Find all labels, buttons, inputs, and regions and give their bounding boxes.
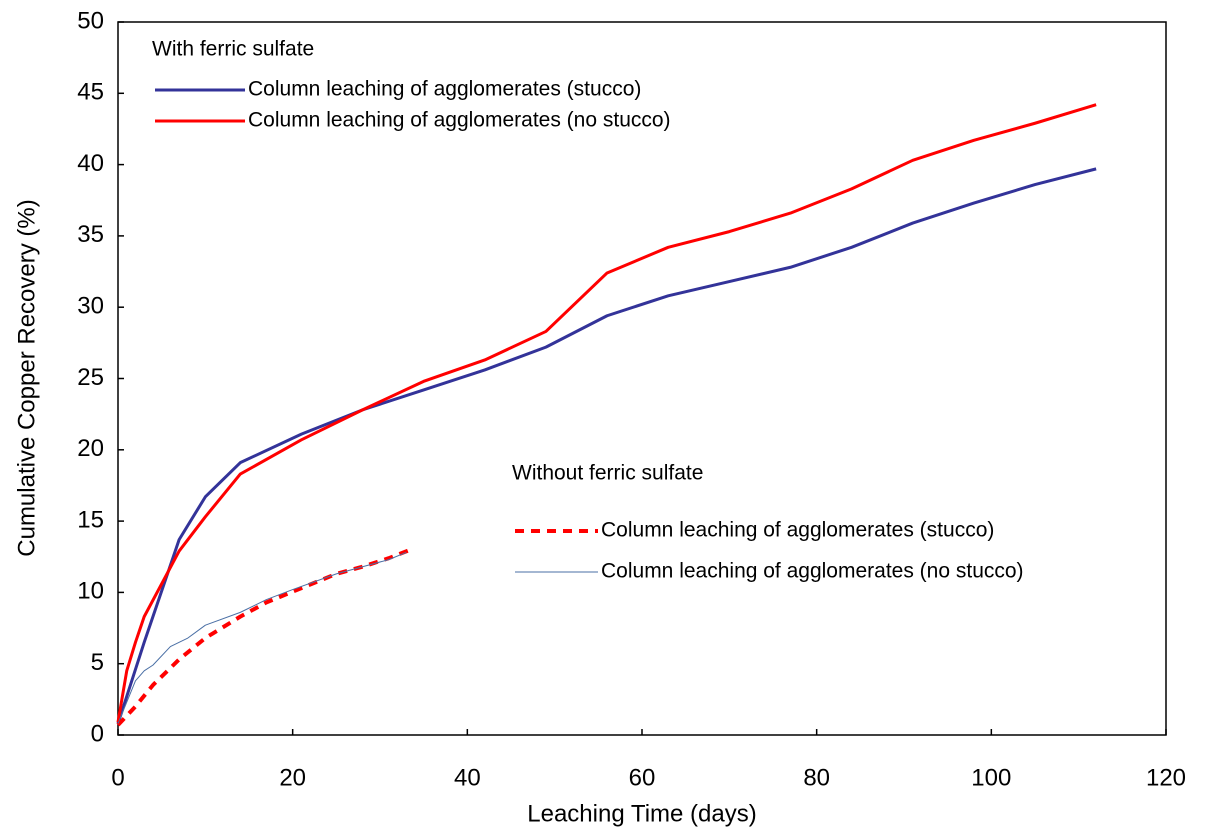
x-tick-label: 60 — [629, 764, 656, 791]
y-tick-label: 5 — [91, 649, 104, 676]
x-axis-label: Leaching Time (days) — [527, 800, 756, 827]
y-tick-label: 45 — [77, 79, 104, 106]
x-tick-label: 120 — [1146, 764, 1186, 791]
y-tick-label: 0 — [91, 720, 104, 747]
series-line — [116, 103, 1097, 723]
x-tick-label: 80 — [803, 764, 830, 791]
x-tick-label: 20 — [279, 764, 306, 791]
legend-label: Column leaching of agglomerates (stucco) — [601, 519, 994, 542]
legend-label: Column leaching of agglomerates (no stuc… — [601, 560, 1024, 583]
series-line — [116, 167, 1097, 725]
x-tick-label: 0 — [111, 764, 124, 791]
y-tick-label: 30 — [77, 293, 104, 320]
y-tick-label: 20 — [77, 435, 104, 462]
y-tick-label: 50 — [77, 7, 104, 34]
y-tick-label: 40 — [77, 150, 104, 177]
legend-title: Without ferric sulfate — [512, 462, 703, 485]
series-line — [116, 547, 412, 727]
y-tick-label: 15 — [77, 506, 104, 533]
y-tick-label: 10 — [77, 578, 104, 605]
y-axis-label: Cumulative Copper Recovery (%) — [13, 199, 40, 556]
y-tick-label: 35 — [77, 221, 104, 248]
x-tick-label: 40 — [454, 764, 481, 791]
legend-label: Column leaching of agglomerates (stucco) — [248, 78, 641, 101]
y-tick-label: 25 — [77, 364, 104, 391]
legend-label: Column leaching of agglomerates (no stuc… — [248, 109, 671, 132]
x-tick-label: 100 — [971, 764, 1011, 791]
series-line — [117, 552, 407, 724]
legend-title: With ferric sulfate — [152, 38, 314, 61]
